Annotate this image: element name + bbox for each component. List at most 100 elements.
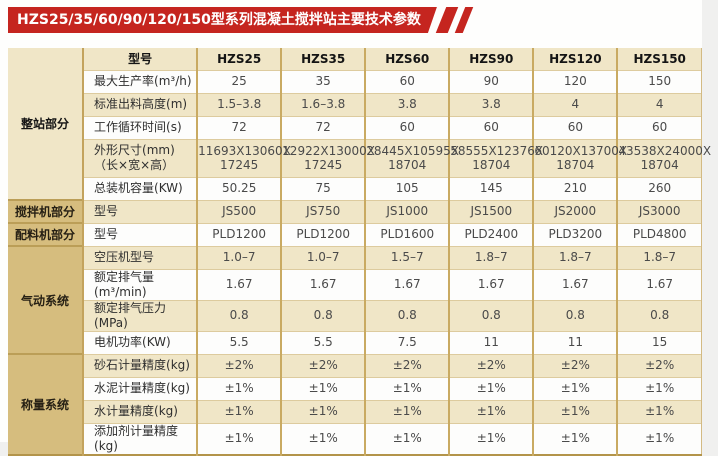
cell-value: 60120X13700X 18704 [532, 138, 627, 177]
cell-value: 60 [448, 115, 534, 139]
table-row: 搅拌机部分 型号 JS500 JS750 JS1000 JS1500 JS2000 JS300… [8, 199, 703, 223]
cell-value: 1.67 [532, 268, 618, 300]
cell-value: 0.8 [364, 299, 450, 331]
cell-value: 1.5–3.8 [196, 92, 282, 116]
cell-value: 1.8–7 [532, 245, 618, 269]
cell-value: 50.25 [196, 176, 282, 200]
table-row: 工作循环时间(s) 72 72 60 60 60 60 [8, 115, 703, 139]
cell-value: ±2% [532, 353, 618, 377]
model-header: HZS25 [196, 48, 282, 70]
cell-value: 150 [616, 69, 703, 93]
row-label: 工作循环时间(s) [83, 115, 198, 139]
table-row: 外形尺寸(mm) （长×宽×高） 11693X13060X 17245 12922X… [8, 138, 711, 177]
cell-value: 5.5 [280, 330, 366, 354]
model-header: HZS120 [532, 48, 618, 70]
cell-value: 72 [196, 115, 282, 139]
cell-value: 1.67 [448, 268, 534, 300]
cell-value: 11 [448, 330, 534, 354]
cell-value: ±1% [364, 376, 450, 400]
cell-value: 0.8 [196, 299, 282, 331]
row-label: 砂石计量精度(kg) [83, 353, 198, 377]
banner-stripe-icon [454, 7, 474, 33]
cell-value: ±1% [448, 422, 534, 455]
cell-value: ±1% [280, 376, 366, 400]
cell-value: 35 [280, 69, 366, 93]
cell-value: 58555X12376X 18704 [448, 138, 543, 177]
cell-value: 3.8 [364, 92, 450, 116]
cell-value: ±1% [196, 376, 282, 400]
cell-value: 11 [532, 330, 618, 354]
cell-value: ±2% [196, 353, 282, 377]
page-title: HZS25/35/60/90/120/150型系列混凝土搅拌站主要技术参数 [8, 7, 437, 33]
header-row: 整站部分 型号 HZS25 HZS35 HZS60 HZS90 HZS120 HZS150 [8, 48, 703, 200]
cell-value: 1.0–7 [280, 245, 366, 269]
cell-value: PLD1200 [280, 222, 366, 246]
cell-value: 11693X13060X 17245 [196, 138, 291, 177]
row-label: 标准出料高度(m) [83, 92, 198, 116]
cell-value: JS3000 [616, 199, 703, 223]
table-row: 水计量精度(kg) ±1% ±1% ±1% ±1% ±1% ±1% [8, 399, 703, 423]
cell-value: 43538X24000X 18704 [616, 138, 711, 177]
cell-value: PLD1200 [196, 222, 282, 246]
table-row: 水泥计量精度(kg) ±1% ±1% ±1% ±1% ±1% ±1% [8, 376, 703, 400]
table-row: 总装机容量(KW) 50.25 75 105 145 210 260 [8, 176, 703, 200]
cell-value: 60 [364, 69, 450, 93]
table-row: 最大生产率(m³/h) 25 35 60 90 120 150 [8, 69, 703, 93]
row-label: 添加剂计量精度(kg) [83, 422, 198, 455]
cell-value: 60 [532, 115, 618, 139]
cell-value: PLD3200 [532, 222, 618, 246]
model-header: HZS150 [616, 48, 703, 70]
cell-value: 145 [448, 176, 534, 200]
cell-value: JS500 [196, 199, 282, 223]
cell-value: ±1% [448, 376, 534, 400]
row-label: 总装机容量(KW) [83, 176, 198, 200]
cell-value: 60 [616, 115, 703, 139]
model-header: HZS90 [448, 48, 534, 70]
cell-value: 25 [196, 69, 282, 93]
group-label: 称量系统 [8, 353, 85, 455]
cell-value: ±1% [532, 399, 618, 423]
cell-value: 0.8 [616, 299, 703, 331]
cell-value: 1.0–7 [196, 245, 282, 269]
cell-value: 12922X13000X 17245 [280, 138, 375, 177]
cell-value: 1.67 [196, 268, 282, 300]
cell-value: JS1000 [364, 199, 450, 223]
cell-value: ±1% [280, 422, 366, 455]
row-label: 额定排气压力(MPa) [83, 299, 198, 331]
cell-value: PLD4800 [616, 222, 703, 246]
cell-value: JS750 [280, 199, 366, 223]
cell-value: 90 [448, 69, 534, 93]
cell-value: JS2000 [532, 199, 618, 223]
cell-value: 260 [616, 176, 703, 200]
cell-value: 1.8–7 [448, 245, 534, 269]
table-row: 标准出料高度(m) 1.5–3.8 1.6–3.8 3.8 3.8 4 4 [8, 92, 703, 116]
cell-value: 75 [280, 176, 366, 200]
cell-value: ±1% [280, 399, 366, 423]
cell-value: 1.67 [364, 268, 450, 300]
cell-value: 7.5 [364, 330, 450, 354]
cell-value: 1.67 [616, 268, 703, 300]
cell-value: 0.8 [448, 299, 534, 331]
cell-value: 60 [364, 115, 450, 139]
group-label: 整站部分 [8, 48, 85, 200]
row-label: 最大生产率(m³/h) [83, 69, 198, 93]
row-label: 水泥计量精度(kg) [83, 376, 198, 400]
cell-value: ±2% [616, 353, 703, 377]
table-row: 电机功率(KW) 5.5 5.5 7.5 11 11 15 [8, 330, 703, 354]
model-header: HZS60 [364, 48, 450, 70]
table-row: 添加剂计量精度(kg) ±1% ±1% ±1% ±1% ±1% ±1% [8, 422, 703, 455]
row-label: 型号 [83, 199, 198, 223]
row-label: 电机功率(KW) [83, 330, 198, 354]
cell-value: 105 [364, 176, 450, 200]
table-row: 额定排气量(m³/min) 1.67 1.67 1.67 1.67 1.67 1.67 [8, 268, 703, 300]
row-label: 外形尺寸(mm) （长×宽×高） [83, 138, 198, 177]
cell-value: ±1% [616, 376, 703, 400]
cell-value: 1.5–7 [364, 245, 450, 269]
group-label: 气动系统 [8, 245, 85, 354]
cell-value: PLD2400 [448, 222, 534, 246]
cell-value: 1.6–3.8 [280, 92, 366, 116]
table-row: 额定排气压力(MPa) 0.8 0.8 0.8 0.8 0.8 0.8 [8, 299, 703, 331]
cell-value: 15 [616, 330, 703, 354]
row-label: 空压机型号 [83, 245, 198, 269]
